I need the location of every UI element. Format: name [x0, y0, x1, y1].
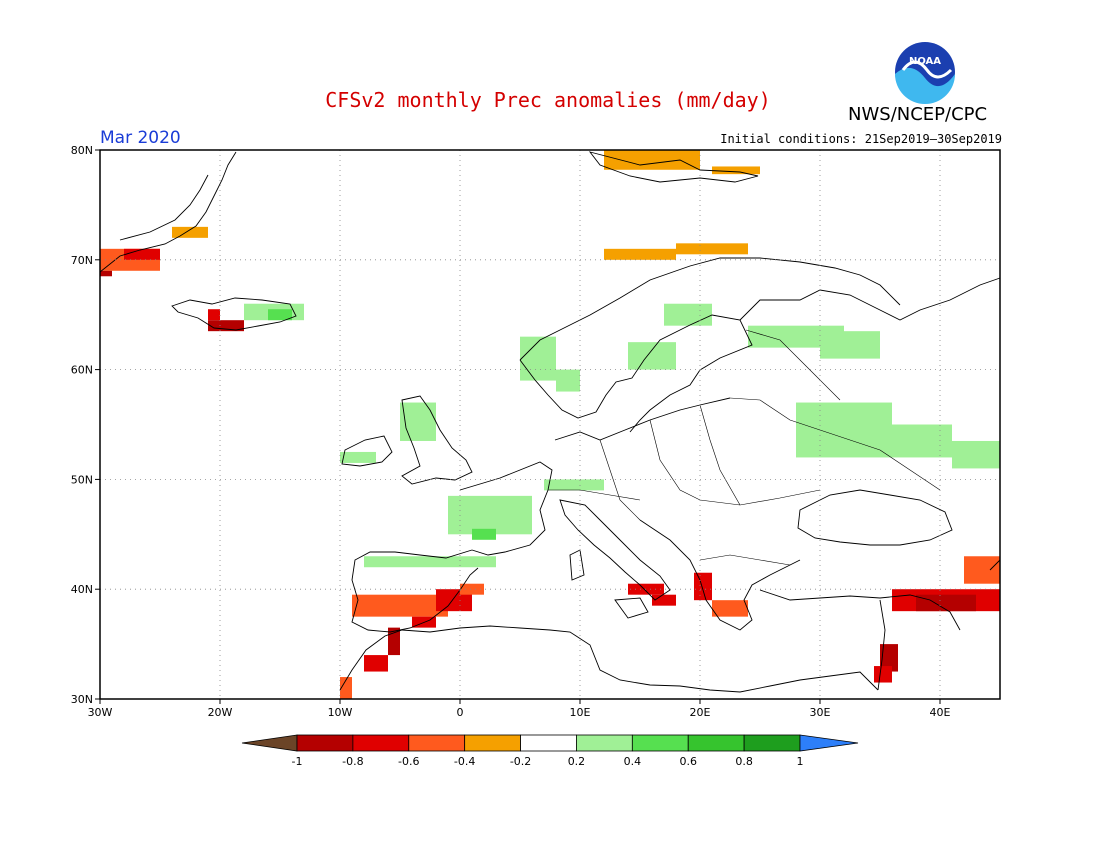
anomaly-cell-iberian-peninsula [460, 583, 484, 595]
anomaly-cell-levant [874, 666, 892, 683]
anomaly-cell-morocco [364, 655, 388, 672]
colorbar-bin [296, 734, 354, 752]
colorbar-bin [631, 734, 689, 752]
colorbar-label: 0.6 [679, 755, 697, 768]
anomaly-cell-eastern-turkey [964, 556, 1000, 584]
anomaly-cell-fennoscandia-interior [820, 331, 880, 359]
anomaly-cell-fennoscandia-interior [664, 303, 712, 326]
lat-tick-label: 80N [71, 144, 93, 157]
colorbar-bin [408, 734, 466, 752]
logo-text: NOAA [909, 56, 941, 67]
anomaly-cell-greenland-east-coast [172, 226, 208, 238]
anomaly-cell-iberian-peninsula [352, 594, 448, 617]
valid-month-label: Mar 2020 [100, 128, 181, 148]
anomaly-cell-svalbard [712, 166, 760, 175]
anomaly-cell-greece [712, 600, 748, 617]
anomaly-cell-levant [880, 644, 898, 672]
lat-tick-label: 70N [71, 254, 93, 267]
anomaly-cell-eastern-turkey [916, 594, 976, 612]
anomaly-cell-france [448, 495, 532, 535]
colorbar-label: 0.4 [624, 755, 642, 768]
lon-tick-label: 30W [88, 706, 113, 719]
colorbar-bin [687, 734, 745, 752]
lon-tick-label: 10W [328, 706, 353, 719]
borders [548, 329, 941, 566]
colorbar-bin [520, 734, 577, 752]
colorbar-label: -0.8 [342, 755, 363, 768]
coastlines [99, 151, 1001, 693]
colorbar-label: -1 [292, 755, 303, 768]
anomaly-cell-norway-coast [520, 336, 556, 381]
colorbar-bin [576, 734, 633, 752]
colorbar: -1 -0.8 -0.6 -0.4 -0.2 0.2 0.4 0.6 0.8 1 [241, 734, 859, 768]
anomaly-cell-norway-coast [604, 248, 676, 260]
lat-tick-label: 50N [71, 473, 93, 486]
anomaly-cell-norway-coast [676, 243, 748, 255]
lon-tick-label: 0 [457, 706, 464, 719]
colorbar-bin [743, 734, 801, 752]
anomaly-cell-western-russia [952, 440, 1000, 469]
anomaly-cell-svalbard [604, 150, 700, 170]
lon-tick-label: 40E [930, 706, 951, 719]
initial-conditions-label: Initial conditions: 21Sep2019—30Sep2019 [720, 132, 1002, 146]
lon-tick-label: 20W [208, 706, 233, 719]
colorbar-label: 1 [797, 755, 804, 768]
anomaly-cell-greece [694, 572, 712, 601]
anomaly-cell-western-russia [796, 402, 892, 458]
agency-label: NWS/NCEP/CPC [848, 104, 988, 125]
anomaly-cell-greenland-east-coast [124, 248, 160, 260]
lat-tick-label: 40N [71, 583, 93, 596]
colorbar-high-arrow [799, 734, 859, 752]
anomaly-cell-western-russia [892, 424, 952, 458]
lon-tick-label: 10E [570, 706, 591, 719]
lon-tick-label: 20E [690, 706, 711, 719]
anomaly-cell-france [472, 528, 496, 540]
noaa-logo: NOAA [895, 42, 955, 104]
anomaly-cell-british-isles [400, 402, 436, 441]
lat-tick-label: 30N [71, 693, 93, 706]
anomaly-cell-greenland-east-coast [100, 270, 112, 277]
colorbar-label: 0.2 [568, 755, 586, 768]
anomaly-cell-norway-coast [556, 369, 580, 392]
lon-tick-label: 30E [810, 706, 831, 719]
anomaly-cell-iceland-west [208, 320, 244, 332]
lat-tick-label: 60N [71, 364, 93, 377]
colorbar-label: -0.4 [454, 755, 475, 768]
colorbar-label: -0.6 [398, 755, 419, 768]
map-frame [99, 149, 1001, 700]
anomaly-cell-france [364, 556, 496, 568]
anomaly-cell-fennoscandia-interior [628, 342, 676, 370]
anomaly-cell-morocco [388, 627, 400, 656]
colorbar-bin [464, 734, 521, 752]
colorbar-label: -0.2 [510, 755, 531, 768]
anomaly-cells [100, 150, 1000, 699]
gridlines [100, 150, 1000, 699]
chart-title: CFSv2 monthly Prec anomalies (mm/day) [325, 88, 771, 112]
anomaly-cell-morocco [340, 677, 352, 699]
anomaly-cell-southern-italy [652, 594, 676, 606]
colorbar-bin [352, 734, 410, 752]
colorbar-label: 0.8 [735, 755, 753, 768]
colorbar-low-arrow [241, 734, 298, 752]
anomaly-cell-british-isles [340, 451, 376, 463]
axis-ticks: 30N 40N 50N 60N 70N 80N 30W 20W 10W 0 10E 20E 30E 40E [71, 144, 951, 719]
anomaly-cell-iceland-west [208, 309, 220, 321]
anomaly-cell-france [544, 479, 604, 491]
anomaly-cell-iceland-east [268, 309, 292, 321]
